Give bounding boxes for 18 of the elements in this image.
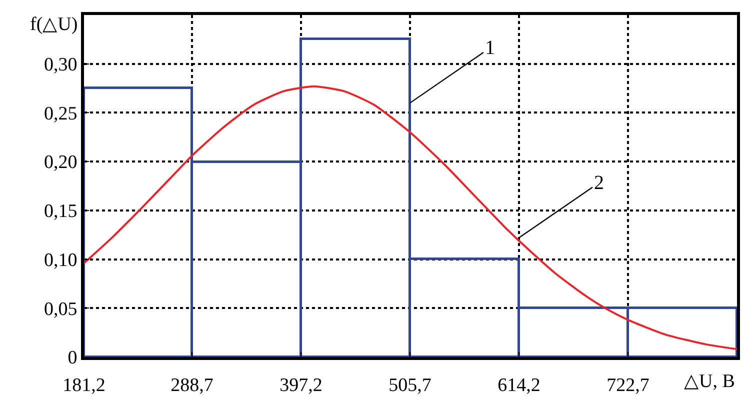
annotation: 1 [485, 37, 495, 59]
y-axis-title: f(△U) [30, 14, 78, 35]
annotation: 2 [594, 172, 604, 194]
x-axis-title: △U, B [684, 371, 735, 392]
y-tick-label: 0,05 [44, 298, 78, 320]
y-tick-label: 0,20 [44, 152, 78, 174]
x-tick-label: 722,7 [606, 374, 650, 396]
x-tick-label: 181,2 [62, 374, 106, 396]
x-tick-label: 505,7 [388, 374, 432, 396]
y-tick-label: 0,15 [44, 201, 78, 222]
x-tick-label: 397,2 [280, 374, 322, 396]
x-tick-label: 288,7 [170, 374, 214, 396]
y-tick-label: 0 [68, 348, 78, 369]
y-tick-label: 0,10 [44, 250, 78, 271]
y-tick-label: 0,25 [44, 103, 78, 124]
line-series [84, 85, 737, 350]
x-tick-label: 614,2 [498, 374, 540, 396]
y-tick-label: 0,30 [44, 54, 78, 76]
